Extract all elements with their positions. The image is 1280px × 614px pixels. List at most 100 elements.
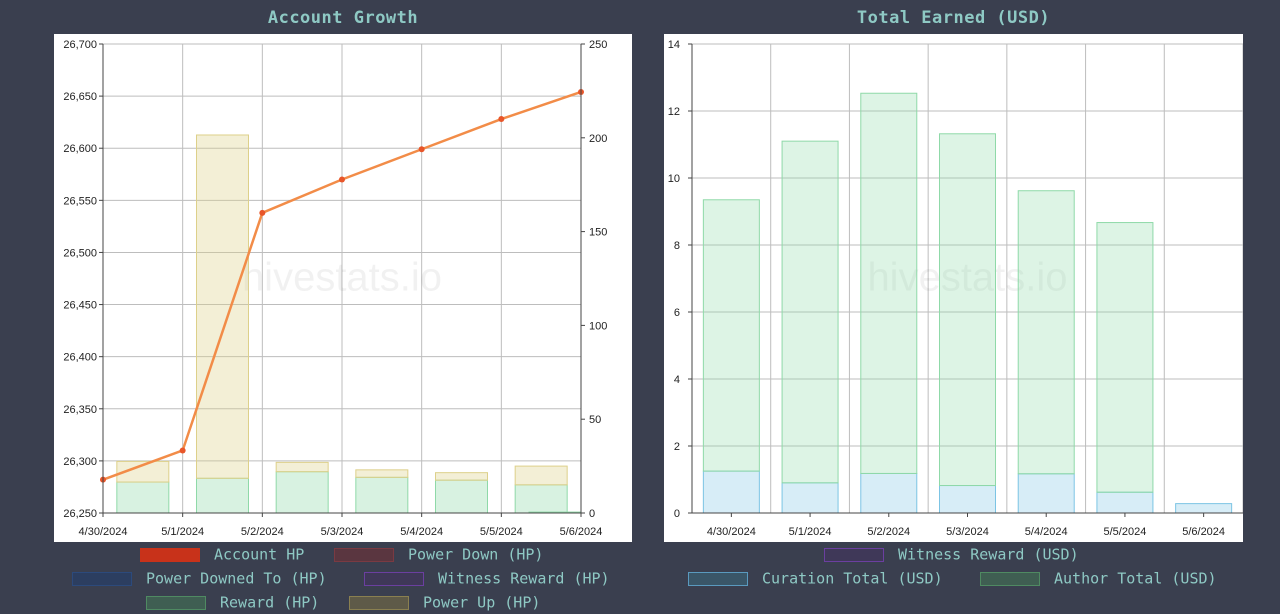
- legend-label: Author Total (USD): [1054, 569, 1217, 588]
- legend-item-reward-hp[interactable]: Reward (HP): [146, 593, 320, 612]
- legend-label: Power Down (HP): [408, 545, 544, 564]
- bar-reward-hp: [514, 484, 568, 514]
- legend-swatch: [824, 547, 884, 562]
- total-earned-chart: hivestats.io 0 2 4 6 8 10 12 14 4/30/2024 5/1/2024…: [664, 34, 1243, 542]
- y-left-tick-label: 26,300: [63, 456, 97, 468]
- account-hp-point: [498, 116, 505, 123]
- y-left-tick-label: 26,450: [63, 300, 97, 312]
- legend-item-power-down[interactable]: Power Down (HP): [334, 545, 544, 564]
- y-tick-label: 8: [674, 240, 680, 252]
- y-right-tick-label: 50: [589, 414, 601, 426]
- x-tick-label: 4/30/2024: [79, 526, 128, 538]
- bar-power-up-hp: [355, 469, 409, 478]
- legend-item-power-downed-to[interactable]: Power Downed To (HP): [72, 569, 327, 588]
- legend-label: Witness Reward (USD): [898, 545, 1079, 564]
- x-tick-label: 5/6/2024: [1182, 526, 1225, 538]
- account-hp-point: [179, 447, 186, 454]
- account-growth-chart: hivestats.io 26,250 26,300 26,350 26,400 26,4…: [54, 34, 632, 542]
- x-tick-label: 5/2/2024: [241, 526, 284, 538]
- legend-label: Power Up (HP): [423, 593, 541, 612]
- y-left-tick-label: 26,250: [63, 508, 97, 520]
- bar-reward-hp: [275, 471, 329, 514]
- x-tick-label: 5/5/2024: [1104, 526, 1147, 538]
- x-tick-label: 4/30/2024: [707, 526, 756, 538]
- account-hp-point: [418, 146, 425, 153]
- legend-swatch: [334, 547, 394, 562]
- x-tick-label: 5/2/2024: [867, 526, 910, 538]
- legend-swatch: [140, 547, 200, 562]
- bar-curation-total: [860, 472, 918, 514]
- bar-reward-hp: [116, 481, 170, 514]
- y-tick-label: 4: [674, 374, 680, 386]
- bar-reward-hp: [435, 479, 488, 514]
- x-tick-label: 5/4/2024: [1025, 526, 1068, 538]
- legend-swatch: [146, 595, 206, 610]
- watermark: hivestats.io: [242, 256, 442, 300]
- y-right-tick-label: 100: [589, 320, 607, 332]
- bar-author-total: [1017, 190, 1075, 475]
- y-tick-label: 6: [674, 307, 680, 319]
- legend-label: Reward (HP): [220, 593, 320, 612]
- y-left-tick-label: 26,700: [63, 39, 97, 51]
- legend-swatch: [72, 571, 132, 586]
- x-tick-label: 5/6/2024: [560, 526, 603, 538]
- y-right-tick-label: 150: [589, 227, 607, 239]
- account-hp-point: [339, 176, 345, 183]
- legend-swatch: [364, 571, 424, 586]
- x-tick-label: 5/1/2024: [161, 526, 204, 538]
- account-growth-title: Account Growth: [267, 8, 419, 28]
- legend-label: Curation Total (USD): [762, 569, 943, 588]
- legend-item-author-total-usd[interactable]: Author Total (USD): [980, 569, 1217, 588]
- legend-item-witness-reward-hp[interactable]: Witness Reward (HP): [364, 569, 610, 588]
- bar-reward-hp: [355, 476, 409, 514]
- legend-item-curation-total-usd[interactable]: Curation Total (USD): [688, 569, 943, 588]
- legend-item-power-up-hp[interactable]: Power Up (HP): [349, 593, 541, 612]
- y-right-tick-label: 250: [589, 39, 607, 51]
- legend-item-account-hp[interactable]: Account HP: [140, 545, 305, 564]
- bar-power-up-hp: [275, 461, 329, 473]
- y-left-tick-label: 26,650: [63, 91, 97, 103]
- bar-author-total: [781, 140, 839, 484]
- bar-author-total: [860, 92, 918, 474]
- y-tick-label: 0: [674, 508, 680, 520]
- legend-swatch: [349, 595, 409, 610]
- y-right-tick-label: 200: [589, 133, 607, 145]
- legend-label: Witness Reward (HP): [438, 569, 610, 588]
- x-tick-label: 5/5/2024: [480, 526, 523, 538]
- y-tick-label: 2: [674, 441, 680, 453]
- bar-author-total: [702, 199, 760, 472]
- legend-item-witness-reward-usd[interactable]: Witness Reward (USD): [824, 545, 1079, 564]
- legend-label: Power Downed To (HP): [146, 569, 327, 588]
- y-tick-label: 10: [668, 173, 680, 185]
- y-tick-label: 14: [668, 39, 680, 51]
- bar-curation-total: [781, 482, 839, 514]
- legend-swatch: [980, 571, 1040, 586]
- y-left-tick-label: 26,400: [63, 352, 97, 364]
- y-left-tick-label: 26,550: [63, 195, 97, 207]
- x-tick-label: 5/4/2024: [400, 526, 443, 538]
- bar-curation-total: [702, 470, 760, 514]
- y-left-tick-label: 26,500: [63, 247, 97, 259]
- bar-power-up-hp: [196, 134, 249, 479]
- y-tick-label: 12: [668, 106, 680, 118]
- bar-power-up-hp: [435, 472, 488, 481]
- y-left-tick-label: 26,600: [63, 143, 97, 155]
- bar-author-total: [939, 133, 996, 487]
- y-right-tick-label: 0: [589, 508, 595, 520]
- x-tick-label: 5/1/2024: [789, 526, 832, 538]
- bar-power-up-hp: [116, 460, 170, 483]
- total-earned-title: Total Earned (USD): [856, 8, 1051, 28]
- bar-author-total: [1096, 222, 1154, 493]
- account-hp-point: [259, 209, 266, 216]
- bars: [116, 134, 582, 514]
- legend-swatch: [688, 571, 748, 586]
- legend-label: Account HP: [214, 545, 305, 564]
- x-tick-label: 5/3/2024: [946, 526, 989, 538]
- bar-curation-total: [1096, 491, 1154, 514]
- y-left-tick-label: 26,350: [63, 404, 97, 416]
- bar-curation-total: [1017, 473, 1075, 514]
- bar-curation-total: [939, 485, 996, 514]
- bar-reward-hp: [196, 477, 249, 514]
- bar-curation-total: [1175, 503, 1233, 514]
- watermark: hivestats.io: [867, 256, 1067, 300]
